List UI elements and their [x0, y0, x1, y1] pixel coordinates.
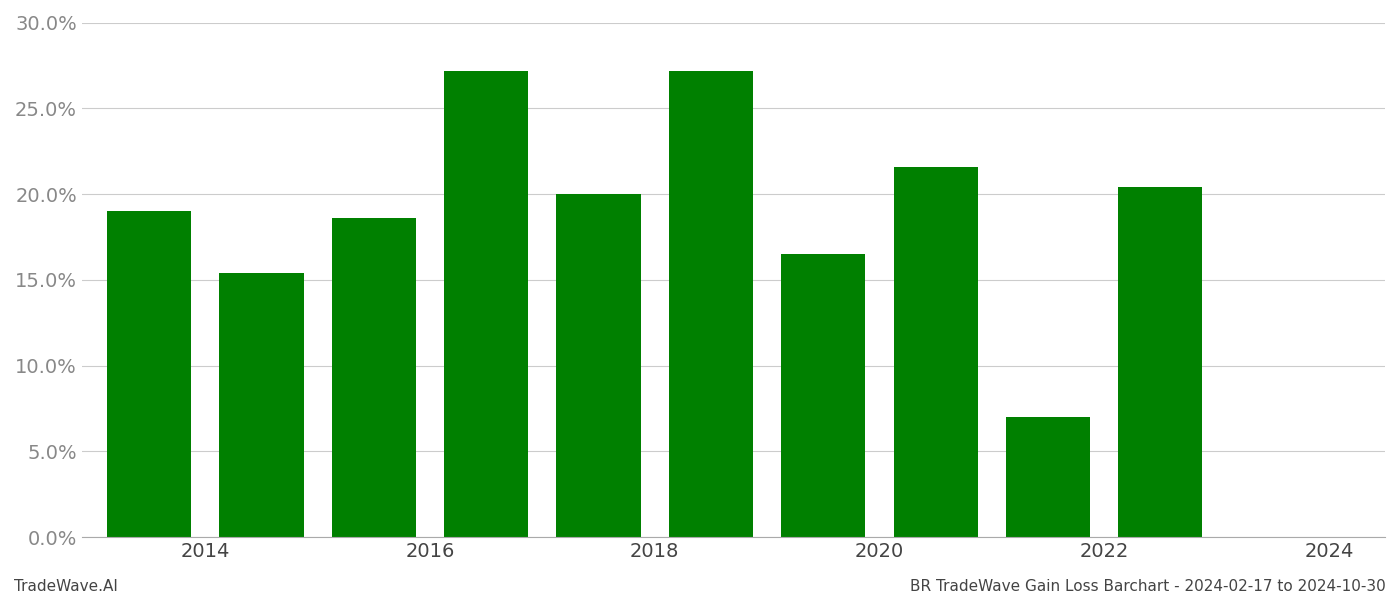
Bar	[893, 167, 977, 537]
Bar	[332, 218, 416, 537]
Bar	[781, 254, 865, 537]
Bar	[669, 71, 753, 537]
Bar	[220, 273, 304, 537]
Text: TradeWave.AI: TradeWave.AI	[14, 579, 118, 594]
Bar	[1119, 187, 1203, 537]
Text: BR TradeWave Gain Loss Barchart - 2024-02-17 to 2024-10-30: BR TradeWave Gain Loss Barchart - 2024-0…	[910, 579, 1386, 594]
Bar	[444, 71, 528, 537]
Bar	[108, 211, 192, 537]
Bar	[556, 194, 641, 537]
Bar	[1005, 417, 1091, 537]
